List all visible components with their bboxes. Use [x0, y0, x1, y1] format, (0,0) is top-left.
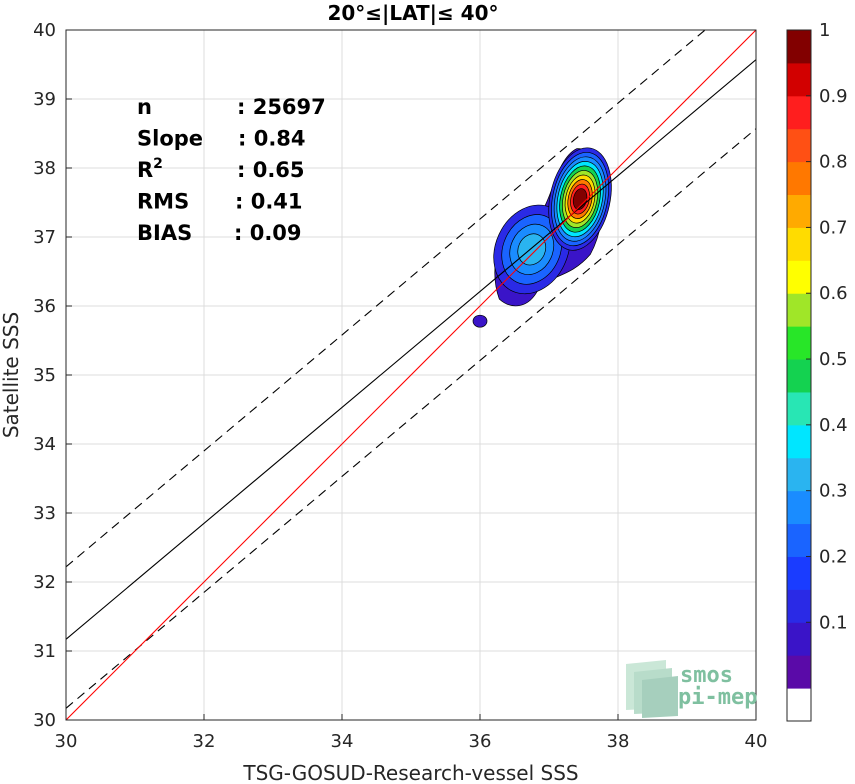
colorbar-segment [787, 161, 811, 196]
stat-label: BIAS [137, 221, 192, 245]
colorbar-tick-label: 1 [819, 20, 830, 41]
lower-bound-line [66, 128, 756, 709]
colorbar-segment [787, 30, 811, 64]
colorbar-tick-label: 0.8 [819, 152, 848, 173]
colorbar-segment [787, 194, 811, 228]
stat-value: : 0.09 [234, 221, 302, 245]
colorbar-tick-label: 0.9 [819, 86, 848, 107]
colorbar-segment [787, 490, 811, 525]
y-axis-ticks: 30 31 32 33 34 35 36 37 38 39 40 [33, 20, 72, 731]
y-tick-label: 37 [33, 227, 56, 248]
colorbar-tick-label: 0.3 [819, 481, 848, 502]
y-tick-label: 32 [33, 572, 56, 593]
stat-value: : 0.84 [238, 127, 306, 151]
y-tick-label: 30 [33, 710, 56, 731]
colorbar-segment [787, 622, 811, 656]
regression-line [66, 59, 756, 640]
x-tick-label: 32 [193, 731, 216, 752]
y-tick-label: 35 [33, 365, 56, 386]
colorbar-tick-label: 0.7 [819, 217, 848, 238]
stat-label: n [137, 95, 152, 119]
x-axis-ticks: 30 32 34 36 38 40 [55, 714, 768, 752]
chart-title: 20°≤|LAT|≤ 40° [327, 1, 498, 25]
colorbar-segment [787, 62, 811, 97]
x-tick-label: 40 [745, 731, 768, 752]
colorbar-segment [787, 655, 811, 689]
colorbar-segment [787, 688, 811, 722]
colorbar-segment [787, 326, 811, 360]
y-tick-label: 36 [33, 296, 56, 317]
density-contours [472, 147, 612, 328]
colorbar-frame [786, 29, 812, 722]
regression-lines [66, 30, 756, 720]
colorbar-segment [787, 95, 811, 130]
colorbar-segment [787, 589, 811, 623]
y-tick-label: 34 [33, 434, 56, 455]
y-tick-label: 40 [33, 20, 56, 41]
colorbar-segment [787, 424, 811, 459]
one-to-one-line [66, 30, 756, 720]
colorbar-segment [787, 523, 811, 557]
colorbar-segment [787, 391, 811, 426]
y-axis-label: Satellite SSS [0, 312, 23, 438]
x-tick-label: 38 [607, 731, 630, 752]
y-tick-label: 38 [33, 158, 56, 179]
colorbar-segment [787, 260, 811, 294]
x-tick-label: 34 [331, 731, 354, 752]
x-axis-label: TSG-GOSUD-Research-vessel SSS [242, 761, 578, 784]
colorbar-segment [787, 359, 811, 393]
y-tick-label: 39 [33, 89, 56, 110]
colorbar-segment [787, 128, 811, 163]
smos-pimep-logo: smos pi-mep [626, 660, 757, 718]
x-tick-label: 30 [55, 731, 78, 752]
upper-bound-line [66, 30, 706, 568]
stat-label: RMS [137, 190, 189, 214]
colorbar-tick-label: 0.4 [819, 415, 848, 436]
colorbar-segment [787, 293, 811, 327]
colorbar-ticks: 0.1 0.2 0.3 0.4 0.5 0.6 0.7 0.8 0.9 1 [806, 20, 848, 633]
colorbar-segment [787, 227, 811, 261]
colorbar-tick-label: 0.2 [819, 546, 848, 567]
y-tick-label: 31 [33, 641, 56, 662]
colorbar [786, 29, 812, 722]
colorbar-segment [787, 457, 811, 492]
x-tick-label: 36 [469, 731, 492, 752]
colorbar-segment [787, 556, 811, 590]
logo-mark [626, 660, 678, 718]
contour-isolated-blob [472, 314, 488, 328]
stat-value: : 25697 [237, 95, 326, 119]
logo-text-line1: smos [680, 663, 733, 688]
grid [65, 29, 757, 721]
stat-value: : 0.41 [235, 190, 303, 214]
stat-label: Slope [137, 127, 203, 151]
colorbar-tick-label: 0.6 [819, 283, 848, 304]
stat-value: : 0.65 [237, 158, 305, 182]
colorbar-tick-label: 0.5 [819, 349, 848, 370]
colorbar-tick-label: 0.1 [819, 612, 848, 633]
logo-text-line2: pi-mep [678, 685, 757, 710]
y-tick-label: 33 [33, 503, 56, 524]
